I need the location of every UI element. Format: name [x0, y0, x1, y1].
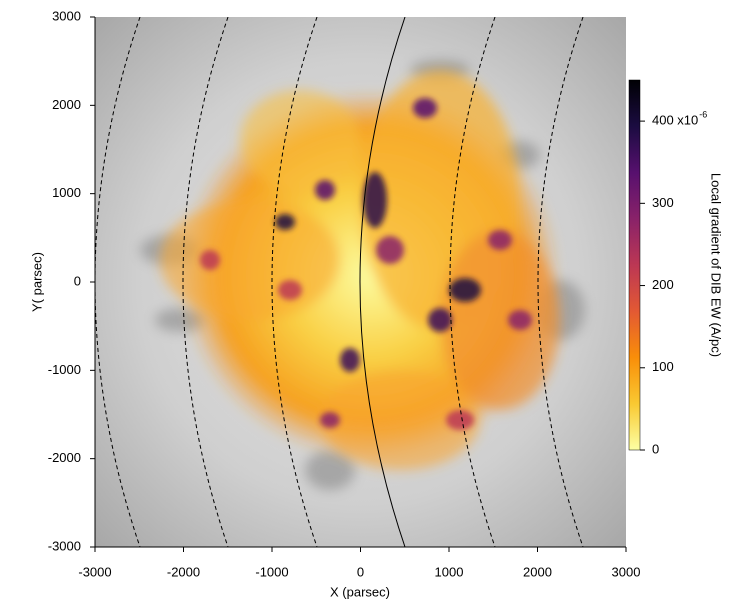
- colorbar: [628, 79, 641, 451]
- y-tick-label: -3000: [48, 538, 81, 553]
- y-tick-label: 1000: [52, 185, 81, 200]
- map-image: [95, 17, 626, 547]
- y-tick-label: -2000: [48, 450, 81, 465]
- colorbar-tick-label: 100: [652, 359, 674, 374]
- x-tick-label: 1000: [435, 564, 464, 579]
- colorbar-tick-label: 0: [652, 441, 659, 456]
- y-tick-label: 3000: [52, 8, 81, 23]
- x-tick-label: 0: [357, 564, 364, 579]
- y-tick-label: -1000: [48, 362, 81, 377]
- x-axis-label: X (parsec): [330, 584, 390, 599]
- colorbar-tick-label: 400 x10: [652, 113, 698, 128]
- x-tick-label: -1000: [255, 564, 288, 579]
- x-tick-label: -2000: [167, 564, 200, 579]
- y-tick-label: 2000: [52, 97, 81, 112]
- x-tick-label: 2000: [523, 564, 552, 579]
- y-tick-label: 0: [74, 273, 81, 288]
- colorbar-tick-label: 300: [652, 195, 674, 210]
- x-tick-label: -3000: [78, 564, 111, 579]
- y-axis-label: Y( parsec): [29, 252, 44, 312]
- colorbar-tick-label: 200: [652, 277, 674, 292]
- colorbar-exponent: -6: [699, 109, 707, 119]
- colorbar-label: Local gradient of DIB EW (A/pc): [709, 173, 724, 357]
- x-tick-label: 3000: [612, 564, 641, 579]
